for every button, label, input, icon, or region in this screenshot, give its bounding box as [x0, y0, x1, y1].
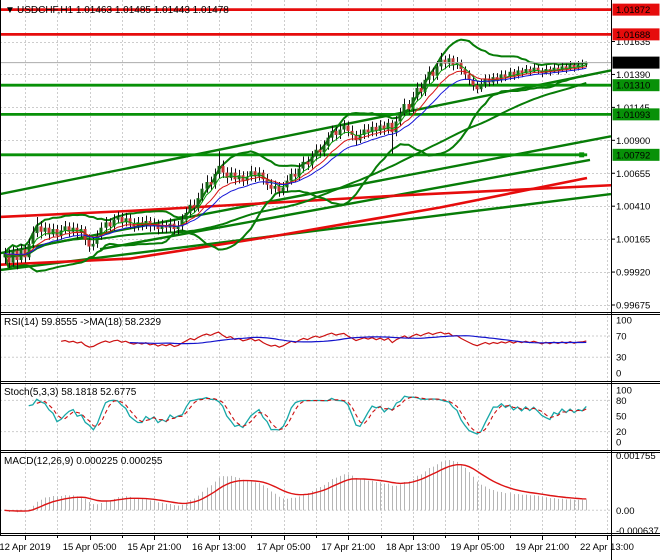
level-price-badge — [612, 108, 660, 121]
rsi-axis-label: 30 — [616, 353, 627, 364]
macd-label: MACD(12,26,9) 0.000225 0.000255 — [4, 456, 163, 467]
stoch-axis-label: 0 — [616, 438, 621, 449]
price-axis-label: 1.00655 — [616, 169, 650, 180]
stoch-axis-label: 100 — [616, 386, 632, 397]
current-price-badge-text: 1.01478 — [616, 58, 650, 69]
stoch-axis-label: 50 — [616, 412, 627, 423]
time-axis-label: 15 Apr 21:00 — [127, 542, 181, 553]
level-price-badge-text: 1.00792 — [616, 150, 650, 161]
level-price-badge — [612, 28, 660, 41]
price-axis-label: 1.00165 — [616, 235, 650, 246]
macd-axis-label: 0.00 — [616, 506, 635, 517]
stoch-axis-label: 20 — [616, 427, 627, 438]
time-axis-label: 18 Apr 13:00 — [386, 542, 440, 553]
price-axis-label: 0.99920 — [616, 268, 650, 279]
current-price-badge — [612, 56, 660, 69]
stochastic-panel[interactable] — [28, 395, 587, 435]
rsi-axis-label: 100 — [616, 316, 632, 327]
price-axis-label: 1.01635 — [616, 37, 650, 48]
price-axis[interactable]: 1.016351.013901.011451.009001.006551.004… — [611, 3, 660, 537]
time-axis[interactable]: 12 Apr 2019 15 Apr 05:00 15 Apr 21:00 16 Ap… — [0, 535, 634, 553]
time-axis-label: 19 Apr 05:00 — [451, 542, 505, 553]
symbol-dropdown-arrow-icon[interactable]: ▼ — [5, 5, 15, 16]
price-axis-label: 1.00900 — [616, 136, 650, 147]
level-price-badge — [612, 3, 660, 16]
macd-panel[interactable] — [4, 459, 587, 513]
level-price-badge-text: 1.01093 — [616, 110, 650, 121]
chart-title-group: ▼ USDCHF,H1 1.01463 1.01485 1.01443 1.01… — [5, 5, 229, 16]
macd-axis-label: -0.000637 — [616, 526, 659, 537]
rsi-axis-label: 70 — [616, 331, 627, 342]
stoch-label: Stoch(5,3,3) 58.1818 52.6775 — [4, 387, 137, 398]
time-axis-label: 16 Apr 13:00 — [192, 542, 246, 553]
rsi-panel[interactable] — [60, 331, 587, 348]
time-axis-label: 12 Apr 2019 — [0, 542, 51, 553]
time-axis-label: 17 Apr 05:00 — [257, 542, 311, 553]
level-price-badge-text: 1.01310 — [616, 81, 650, 92]
time-axis-label: 17 Apr 21:00 — [321, 542, 375, 553]
rsi-label: RSI(14) 59.8555 ->MA(18) 58.2329 — [4, 317, 161, 328]
price-axis-label: 1.01390 — [616, 70, 650, 81]
level-price-badge-text: 1.01872 — [616, 5, 650, 16]
time-axis-label: 15 Apr 05:00 — [63, 542, 117, 553]
main-price-panel[interactable] — [0, 8, 660, 273]
time-axis-label: 19 Apr 21:00 — [515, 542, 569, 553]
macd-axis-label: 0.001755 — [616, 451, 656, 462]
level-price-badge-text: 1.01688 — [616, 30, 650, 41]
stoch-axis-label: 80 — [616, 396, 627, 407]
chart-title: USDCHF,H1 1.01463 1.01485 1.01443 1.0147… — [17, 5, 229, 16]
rsi-axis-label: 0 — [616, 369, 621, 380]
price-axis-label: 0.99675 — [616, 301, 650, 312]
time-axis-label: 22 Apr 13:00 — [580, 542, 634, 553]
level-price-badge — [612, 148, 660, 161]
level-price-badge — [612, 79, 660, 92]
price-axis-label: 1.00410 — [616, 202, 650, 213]
